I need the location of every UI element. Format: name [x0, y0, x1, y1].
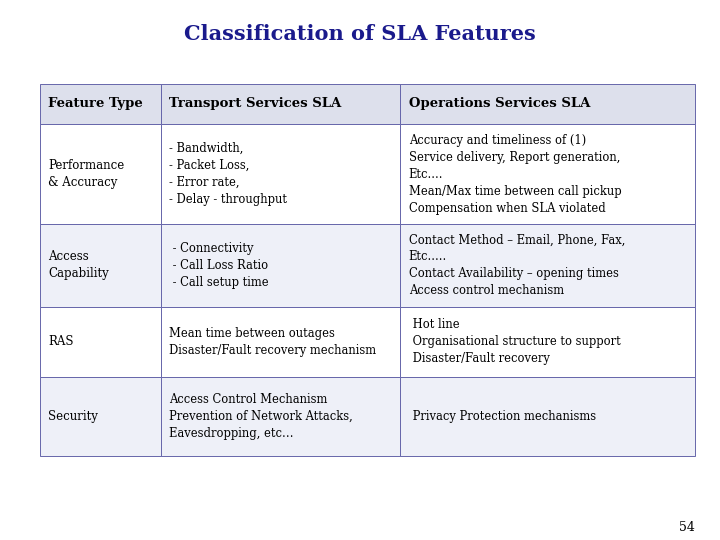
Text: Performance
& Accuracy: Performance & Accuracy [48, 159, 125, 189]
Text: Classification of SLA Features: Classification of SLA Features [184, 24, 536, 44]
Text: 54: 54 [679, 521, 695, 534]
Bar [161, 84, 400, 124]
Bar [40, 377, 161, 456]
Text: Access
Capability: Access Capability [48, 251, 109, 280]
Text: Privacy Protection mechanisms: Privacy Protection mechanisms [408, 410, 595, 423]
Text: Operations Services SLA: Operations Services SLA [408, 97, 590, 110]
Bar [161, 307, 400, 377]
Bar [400, 124, 695, 224]
Bar [400, 377, 695, 456]
Bar [40, 307, 161, 377]
Bar [400, 84, 695, 124]
Text: Access Control Mechanism
Prevention of Network Attacks,
Eavesdropping, etc…: Access Control Mechanism Prevention of N… [169, 393, 354, 440]
Text: - Connectivity
 - Call Loss Ratio
 - Call setup time: - Connectivity - Call Loss Ratio - Call … [169, 242, 269, 289]
Bar [400, 224, 695, 307]
Bar [40, 124, 161, 224]
Text: Hot line
 Organisational structure to support
 Disaster/Fault recovery: Hot line Organisational structure to sup… [408, 319, 621, 366]
Text: Security: Security [48, 410, 98, 423]
Text: Contact Method – Email, Phone, Fax,
Etc.....
Contact Availability – opening time: Contact Method – Email, Phone, Fax, Etc.… [408, 233, 625, 298]
Text: Mean time between outages
Disaster/Fault recovery mechanism: Mean time between outages Disaster/Fault… [169, 327, 377, 357]
Text: Transport Services SLA: Transport Services SLA [169, 97, 342, 110]
Bar [161, 224, 400, 307]
Bar [40, 224, 161, 307]
Bar [161, 124, 400, 224]
Bar [400, 307, 695, 377]
Text: - Bandwidth,
- Packet Loss,
- Error rate,
- Delay - throughput: - Bandwidth, - Packet Loss, - Error rate… [169, 142, 287, 206]
Bar [40, 84, 161, 124]
Text: RAS: RAS [48, 335, 73, 348]
Text: Feature Type: Feature Type [48, 97, 143, 110]
Bar [161, 377, 400, 456]
Text: Accuracy and timeliness of (1)
Service delivery, Report generation,
Etc....
Mean: Accuracy and timeliness of (1) Service d… [408, 133, 621, 214]
